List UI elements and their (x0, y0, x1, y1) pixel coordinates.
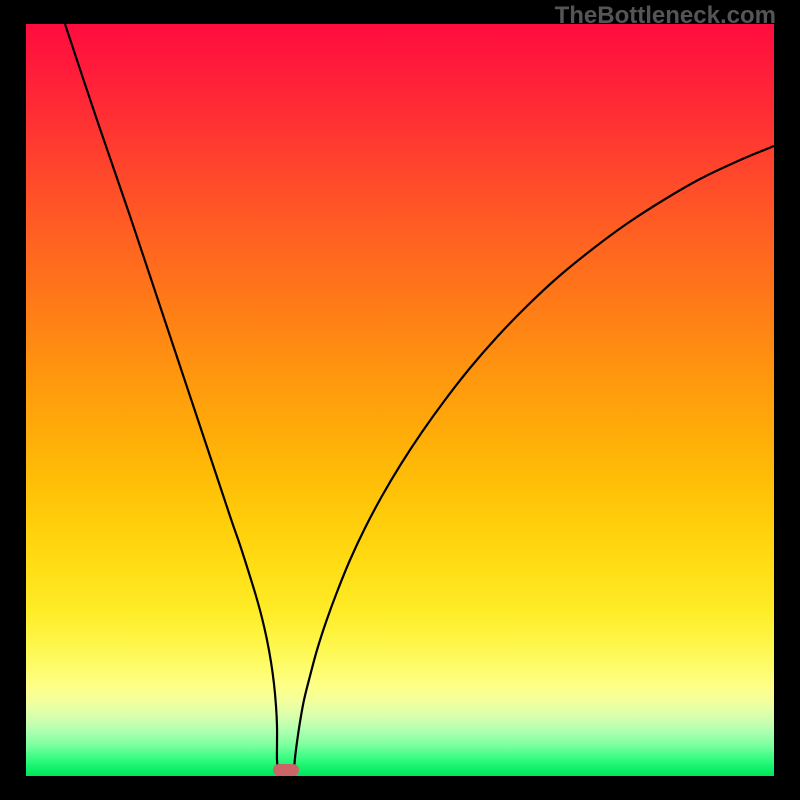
curve-layer (0, 0, 800, 800)
chart-container: TheBottleneck.com (0, 0, 800, 800)
optimal-marker (273, 764, 299, 776)
curve-right-branch (293, 146, 774, 776)
watermark-text: TheBottleneck.com (555, 2, 776, 30)
curve-left-branch (65, 24, 279, 776)
